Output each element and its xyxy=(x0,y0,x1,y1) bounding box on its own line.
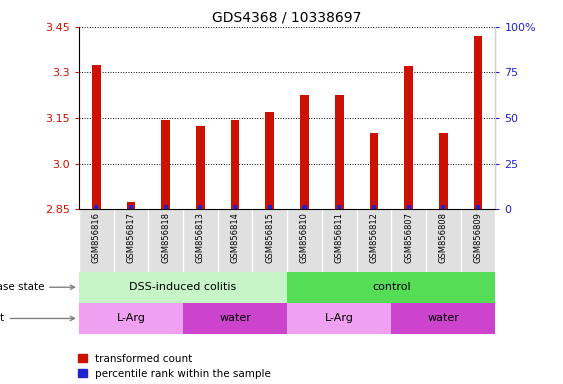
Text: GSM856816: GSM856816 xyxy=(92,212,101,263)
Bar xyxy=(335,95,343,209)
Text: disease state: disease state xyxy=(0,282,74,292)
Text: agent: agent xyxy=(0,313,74,323)
Text: water: water xyxy=(427,313,459,323)
Bar xyxy=(369,132,378,209)
Bar xyxy=(337,205,341,209)
Bar xyxy=(79,303,183,334)
Bar xyxy=(476,205,480,209)
Bar xyxy=(127,202,135,209)
Bar xyxy=(300,95,309,209)
Text: GSM856813: GSM856813 xyxy=(196,212,205,263)
Bar xyxy=(129,205,133,209)
Bar xyxy=(441,205,445,209)
Text: L-Arg: L-Arg xyxy=(325,313,354,323)
Bar xyxy=(163,205,168,209)
Text: GSM856814: GSM856814 xyxy=(231,212,239,263)
Text: GSM856815: GSM856815 xyxy=(265,212,274,263)
Bar xyxy=(391,303,495,334)
Bar xyxy=(439,132,448,209)
Text: GSM856812: GSM856812 xyxy=(369,212,378,263)
Bar xyxy=(473,36,482,209)
Bar xyxy=(198,205,203,209)
Bar xyxy=(404,66,413,209)
Bar xyxy=(233,205,237,209)
Text: L-Arg: L-Arg xyxy=(117,313,145,323)
Text: GSM856810: GSM856810 xyxy=(300,212,309,263)
Bar xyxy=(94,205,99,209)
Bar xyxy=(287,271,495,303)
Text: DSS-induced colitis: DSS-induced colitis xyxy=(129,282,236,292)
Bar xyxy=(92,65,101,209)
Text: GSM856808: GSM856808 xyxy=(439,212,448,263)
Bar xyxy=(183,303,287,334)
Text: GSM856817: GSM856817 xyxy=(127,212,135,263)
Bar xyxy=(196,126,205,209)
Bar xyxy=(406,205,411,209)
Legend: transformed count, percentile rank within the sample: transformed count, percentile rank withi… xyxy=(78,354,271,379)
Bar xyxy=(265,112,274,209)
Text: GSM856809: GSM856809 xyxy=(473,212,482,263)
Bar xyxy=(267,205,272,209)
Text: GSM856818: GSM856818 xyxy=(161,212,170,263)
Text: control: control xyxy=(372,282,410,292)
Bar xyxy=(287,303,391,334)
Bar xyxy=(161,119,170,209)
Bar xyxy=(372,205,376,209)
Bar xyxy=(231,119,239,209)
Text: GSM856811: GSM856811 xyxy=(335,212,343,263)
Bar xyxy=(302,205,307,209)
Text: GSM856807: GSM856807 xyxy=(404,212,413,263)
Title: GDS4368 / 10338697: GDS4368 / 10338697 xyxy=(212,10,362,24)
Text: water: water xyxy=(219,313,251,323)
Bar xyxy=(79,271,287,303)
